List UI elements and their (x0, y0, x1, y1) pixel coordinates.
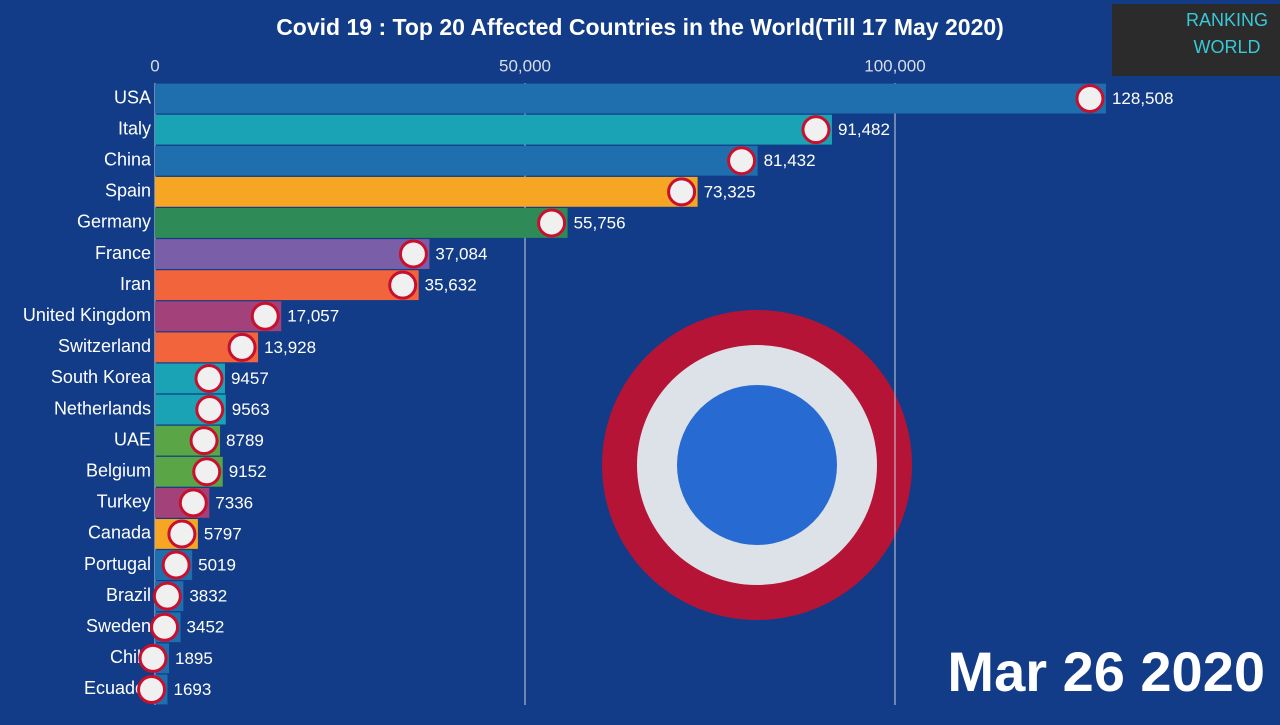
x-tick-label: 0 (150, 56, 159, 75)
value-label: 81,432 (764, 151, 816, 170)
bar (155, 114, 832, 145)
flag (189, 426, 219, 456)
value-label: 7336 (215, 493, 253, 512)
value-label: 8789 (226, 431, 264, 450)
value-label: 1693 (174, 680, 212, 699)
flag (227, 332, 257, 362)
value-label: 9457 (231, 369, 269, 388)
category-label: Belgium (86, 461, 151, 481)
flag (727, 146, 757, 176)
bar (155, 176, 698, 207)
logo-text: RANKING (1186, 10, 1268, 30)
logo-box (1112, 4, 1280, 76)
category-label: UAE (114, 429, 151, 449)
value-label: 5019 (198, 556, 236, 575)
category-label: USA (114, 87, 151, 107)
flag (167, 519, 197, 549)
virus-decoration (602, 310, 912, 620)
flag (152, 581, 182, 611)
category-label: Netherlands (54, 398, 151, 418)
value-label: 73,325 (704, 182, 756, 201)
value-label: 17,057 (287, 307, 339, 326)
chart-title: Covid 19 : Top 20 Affected Countries in … (276, 14, 1004, 40)
flag (194, 363, 224, 393)
category-label: Portugal (84, 554, 151, 574)
value-label: 1895 (175, 649, 213, 668)
flag (137, 674, 167, 704)
category-label: United Kingdom (23, 305, 151, 325)
flag (150, 612, 180, 642)
flag (138, 643, 168, 673)
category-label: France (95, 243, 151, 263)
bar (155, 208, 568, 238)
category-label: Brazil (106, 585, 151, 605)
x-tick-label: 50,000 (499, 56, 551, 75)
category-label: Canada (88, 523, 152, 543)
category-label: Turkey (97, 492, 151, 512)
flag (388, 270, 418, 300)
value-label: 37,084 (435, 245, 487, 264)
flag (178, 488, 208, 518)
value-label: 55,756 (574, 213, 626, 232)
value-label: 91,482 (838, 120, 890, 139)
flag (801, 115, 831, 145)
value-label: 9152 (229, 462, 267, 481)
category-label: Iran (120, 274, 151, 294)
logo-text: WORLD (1194, 37, 1261, 57)
value-label: 9563 (232, 400, 270, 419)
category-label: Ecuador (84, 678, 151, 698)
category-label: Spain (105, 181, 151, 201)
bar (155, 83, 1106, 114)
bar (155, 239, 430, 269)
flag (667, 177, 697, 207)
flag (250, 301, 280, 331)
flag (192, 457, 222, 487)
category-label: South Korea (51, 367, 152, 387)
value-label: 3832 (189, 587, 227, 606)
category-label: Sweden (86, 616, 151, 636)
category-label: Switzerland (58, 336, 151, 356)
category-label: Italy (118, 118, 151, 138)
value-label: 5797 (204, 524, 242, 543)
x-tick-label: 100,000 (864, 56, 925, 75)
category-label: Germany (77, 212, 151, 232)
flag (195, 395, 225, 425)
value-label: 13,928 (264, 338, 316, 357)
flag (398, 239, 428, 269)
flag (1075, 84, 1105, 114)
bar (155, 270, 419, 301)
value-label: 35,632 (425, 276, 477, 295)
flag (161, 550, 191, 580)
bar (155, 145, 758, 176)
value-label: 3452 (187, 618, 225, 637)
flag (537, 208, 567, 238)
value-label: 128,508 (1112, 89, 1173, 108)
category-label: China (104, 150, 152, 170)
date-label: Mar 26 2020 (947, 640, 1265, 703)
